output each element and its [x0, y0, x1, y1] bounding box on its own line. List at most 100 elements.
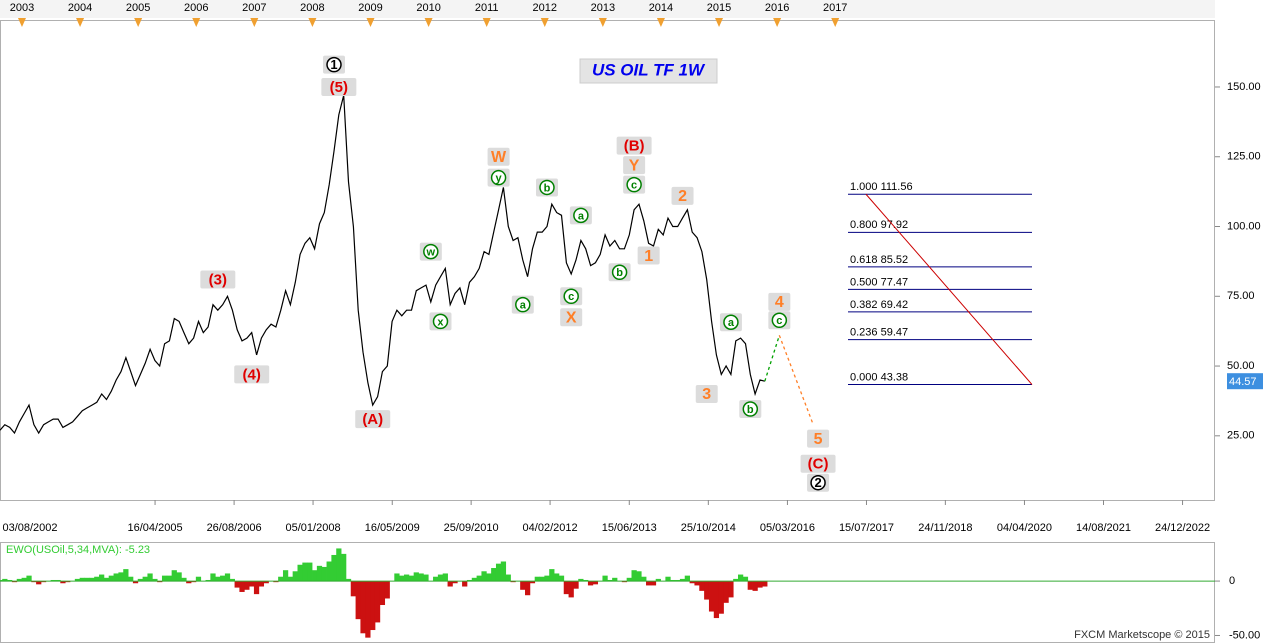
fib-diagonal	[865, 193, 1033, 385]
wave-label-circle	[515, 296, 531, 313]
oscillator-bar	[11, 581, 18, 583]
y-tick-label: 25.00	[1227, 430, 1255, 442]
oscillator-bar	[336, 548, 342, 582]
wave-label-box	[695, 384, 718, 403]
oscillator-bar	[205, 579, 211, 582]
year-label: 2012	[533, 2, 557, 14]
oscillator-bar	[152, 578, 158, 582]
oscillator-bar	[573, 581, 579, 589]
x-tick-label: 15/07/2017	[839, 522, 894, 534]
year-label: 2015	[707, 2, 731, 14]
wave-label-text: 4	[775, 294, 784, 311]
oscillator-bar	[733, 578, 739, 582]
wave-label-text: x	[437, 316, 444, 328]
oscillator-bar	[665, 576, 671, 582]
oscillator-bar	[670, 579, 676, 582]
oscillator-area	[0, 542, 1215, 643]
wave-label-text: (A)	[362, 411, 383, 428]
oscillator-bar	[607, 579, 613, 582]
year-label: 2006	[184, 2, 208, 14]
year-tick	[366, 18, 375, 27]
oscillator-bar	[452, 581, 458, 584]
year-label: 2013	[591, 2, 615, 14]
oscillator-bar	[278, 576, 284, 582]
oscillator-bar	[374, 581, 381, 623]
oscillator-bar	[587, 581, 594, 586]
wave-label: 3	[695, 384, 718, 403]
oscillator-bar	[558, 575, 565, 582]
oscillator-bar	[747, 581, 753, 590]
oscillator-bar	[491, 568, 497, 582]
year-label: 2014	[649, 2, 673, 14]
fib-label: 1.000 111.56	[850, 181, 913, 193]
oscillator-bar	[312, 570, 318, 582]
x-tick-label: 25/10/2014	[681, 522, 736, 534]
oscillator-bar	[229, 578, 235, 582]
oscillator-tick-label: 0	[1229, 575, 1235, 587]
year-tick	[598, 18, 607, 27]
year-label: 2004	[68, 2, 92, 14]
wave-label-text: c	[776, 315, 782, 327]
oscillator-bar	[646, 581, 652, 586]
oscillator-bar	[466, 579, 473, 582]
x-tick-label: 16/04/2005	[128, 522, 183, 534]
oscillator-bar	[234, 581, 240, 588]
oscillator-bar	[563, 581, 569, 595]
oscillator-bar	[539, 576, 545, 582]
year-label: 2003	[10, 2, 34, 14]
wave-label: y	[487, 168, 510, 187]
wave-label: c	[623, 175, 646, 194]
oscillator-bar	[403, 574, 410, 582]
oscillator-label: EWO(USOil,5,34,MVA): -5.23	[6, 544, 150, 556]
oscillator-bar	[65, 581, 71, 583]
y-tick-label: 50.00	[1227, 360, 1255, 372]
oscillator-bar	[505, 574, 511, 582]
year-tick	[715, 18, 724, 27]
oscillator-bar	[292, 571, 298, 582]
oscillator-bar	[742, 576, 749, 582]
oscillator-bar	[655, 578, 661, 582]
oscillator-bar	[636, 571, 642, 582]
oscillator-bar	[147, 573, 153, 582]
oscillator-bar	[321, 566, 327, 582]
wave-label-text: 3	[702, 386, 711, 403]
oscillator-bar	[224, 573, 231, 582]
oscillator-bar	[689, 581, 695, 584]
wave-label: (B)	[616, 136, 652, 155]
wave-label: (5)	[321, 77, 357, 96]
fib-label: 0.382 69.42	[850, 299, 908, 311]
year-label: 2010	[416, 2, 440, 14]
oscillator-bar	[631, 570, 637, 582]
oscillator-bar	[626, 577, 632, 582]
oscillator-bar	[273, 581, 279, 583]
wave-label-text: 1	[330, 57, 337, 72]
oscillator-bar	[195, 576, 202, 582]
wave-label: 2	[807, 473, 830, 492]
oscillator-bar	[520, 581, 526, 590]
year-label: 2011	[475, 2, 499, 14]
price-line	[0, 95, 765, 435]
oscillator-bar	[379, 581, 386, 606]
oscillator-bar	[74, 578, 81, 582]
oscillator-bar	[287, 576, 294, 582]
x-tick-label: 15/06/2013	[602, 522, 657, 534]
wave-label-circle	[810, 474, 826, 491]
wave-label: (C)	[800, 454, 836, 473]
wave-label-circle	[626, 176, 642, 193]
oscillator-bar	[253, 581, 260, 595]
wave-label: b	[535, 178, 558, 197]
oscillator-bar	[360, 581, 366, 634]
oscillator-bar	[249, 581, 255, 587]
oscillator-bar	[568, 581, 574, 598]
oscillator-bar	[113, 573, 119, 582]
oscillator-bar	[31, 581, 37, 583]
oscillator-bar	[210, 573, 216, 582]
oscillator-bar	[103, 577, 110, 582]
year-label: 2008	[300, 2, 324, 14]
wave-label: c	[560, 287, 583, 306]
year-label: 2009	[358, 2, 382, 14]
x-tick-label: 26/08/2006	[207, 522, 262, 534]
oscillator-bar	[365, 581, 371, 638]
wave-label-box	[234, 365, 270, 384]
oscillator-bar	[244, 581, 250, 590]
